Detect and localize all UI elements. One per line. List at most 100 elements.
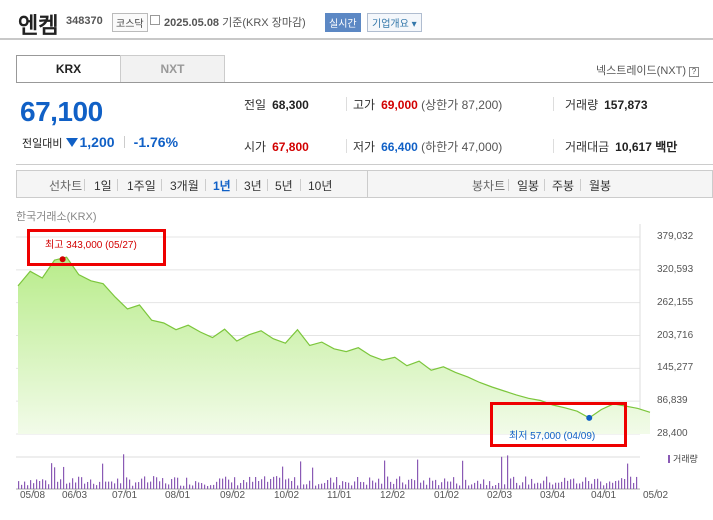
live-badge[interactable]: 실시간	[325, 13, 361, 32]
volume-bar	[81, 477, 83, 489]
volume-bar	[507, 455, 509, 489]
price-change: 전일대비 1,200 -1.76%	[22, 134, 178, 151]
volume-bar	[435, 479, 437, 489]
low-annotation: 최저 57,000 (04/09)	[509, 431, 596, 442]
company-info-button[interactable]: 기업개요 ▾	[367, 13, 422, 32]
volume-bar	[414, 480, 416, 489]
tab-krx[interactable]: KRX	[16, 55, 121, 83]
price-chart[interactable]	[16, 224, 713, 514]
volume-bar	[177, 477, 179, 489]
volume-bar	[234, 477, 236, 489]
volume-bar	[486, 485, 488, 489]
high-highlight-box	[27, 229, 166, 266]
volume-bar	[540, 483, 542, 489]
volume-bar	[444, 478, 446, 489]
line-chart-label: 선차트	[49, 179, 83, 193]
volume-bar	[291, 480, 293, 489]
volume-bar	[75, 482, 77, 489]
volume-bar	[300, 461, 302, 489]
volume-bar	[606, 483, 608, 489]
x-tick-label: 05/02	[643, 490, 669, 501]
volume-bar	[528, 484, 530, 489]
volume-bar	[39, 481, 41, 489]
x-tick-label: 01/02	[434, 490, 460, 501]
volume-bar	[129, 479, 131, 489]
volume-bar	[549, 482, 551, 489]
volume-bar	[228, 479, 230, 489]
volume-bar	[621, 478, 623, 489]
down-triangle-icon	[66, 138, 79, 147]
volume-bar	[372, 480, 374, 489]
volume-bar	[453, 477, 455, 489]
volume-bar	[381, 483, 383, 489]
help-icon[interactable]: ?	[689, 67, 699, 77]
volume-bar	[330, 477, 332, 489]
volume-bar	[18, 481, 20, 489]
period-3m[interactable]: 3개월	[170, 179, 199, 193]
stat-amount: 거래대금 10,617 백만	[565, 140, 678, 154]
volume-bar	[432, 480, 434, 489]
low-highlight-box	[490, 402, 627, 447]
volume-bar	[501, 456, 503, 489]
volume-bar	[375, 482, 377, 489]
volume-bar	[249, 476, 251, 489]
volume-bar	[609, 481, 611, 489]
period-1w[interactable]: 1주일	[127, 179, 156, 193]
volume-bar	[78, 476, 80, 489]
volume-bar	[54, 467, 56, 489]
high-marker	[59, 256, 66, 263]
volume-bar	[144, 476, 146, 489]
volume-bar	[309, 480, 311, 489]
volume-bar	[504, 484, 506, 489]
volume-bar	[594, 479, 596, 489]
tab-nxt[interactable]: NXT	[120, 55, 225, 83]
volume-bar	[426, 484, 428, 489]
volume-bar	[582, 481, 584, 489]
candle-monthly[interactable]: 월봉	[589, 179, 612, 193]
candle-weekly[interactable]: 주봉	[552, 179, 575, 193]
stat-high: 고가 69,000 (상한가 87,200)	[353, 98, 503, 112]
volume-bar	[87, 481, 89, 489]
period-10y[interactable]: 10년	[308, 179, 333, 193]
x-tick-label: 12/02	[380, 490, 406, 501]
volume-bar	[60, 479, 62, 489]
period-1d[interactable]: 1일	[94, 179, 112, 193]
volume-bar	[105, 481, 107, 489]
volume-bar	[111, 481, 113, 489]
period-bar: 선차트 1일 1주일 3개월 1년 3년 5년 10년 봉차트 일봉 주봉 월봉	[16, 170, 713, 198]
low-marker	[586, 414, 593, 421]
volume-bar	[612, 482, 614, 489]
volume-bar	[489, 481, 491, 489]
volume-bar	[258, 481, 260, 489]
volume-bar	[48, 484, 50, 489]
price-area	[18, 257, 650, 434]
nxt-link[interactable]: 넥스트레이드(NXT)?	[596, 62, 699, 78]
volume-bar	[231, 482, 233, 489]
volume-bar	[162, 478, 164, 489]
volume-bar	[132, 485, 134, 489]
period-3y[interactable]: 3년	[244, 179, 262, 193]
volume-bar	[135, 482, 137, 489]
y-tick-label: 145,277	[657, 362, 694, 374]
period-5y[interactable]: 5년	[275, 179, 293, 193]
period-1y[interactable]: 1년	[213, 179, 231, 193]
volume-bar	[597, 478, 599, 489]
volume-bar	[537, 482, 539, 489]
volume-bar	[267, 481, 269, 489]
change-label: 전일대비	[22, 138, 63, 150]
volume-bar	[534, 483, 536, 489]
volume-bar	[513, 476, 515, 489]
volume-bar	[270, 478, 272, 489]
volume-bar	[285, 479, 287, 489]
volume-bar	[558, 482, 560, 489]
volume-bar	[171, 479, 173, 489]
volume-bar	[393, 483, 395, 489]
candle-daily[interactable]: 일봉	[517, 179, 540, 193]
volume-bar	[237, 485, 239, 489]
volume-bar	[423, 480, 425, 489]
x-tick-label: 10/02	[274, 490, 300, 501]
x-tick-label: 07/01	[112, 490, 138, 501]
volume-bar	[264, 476, 266, 489]
volume-bar	[474, 482, 476, 489]
volume-bar	[480, 483, 482, 489]
